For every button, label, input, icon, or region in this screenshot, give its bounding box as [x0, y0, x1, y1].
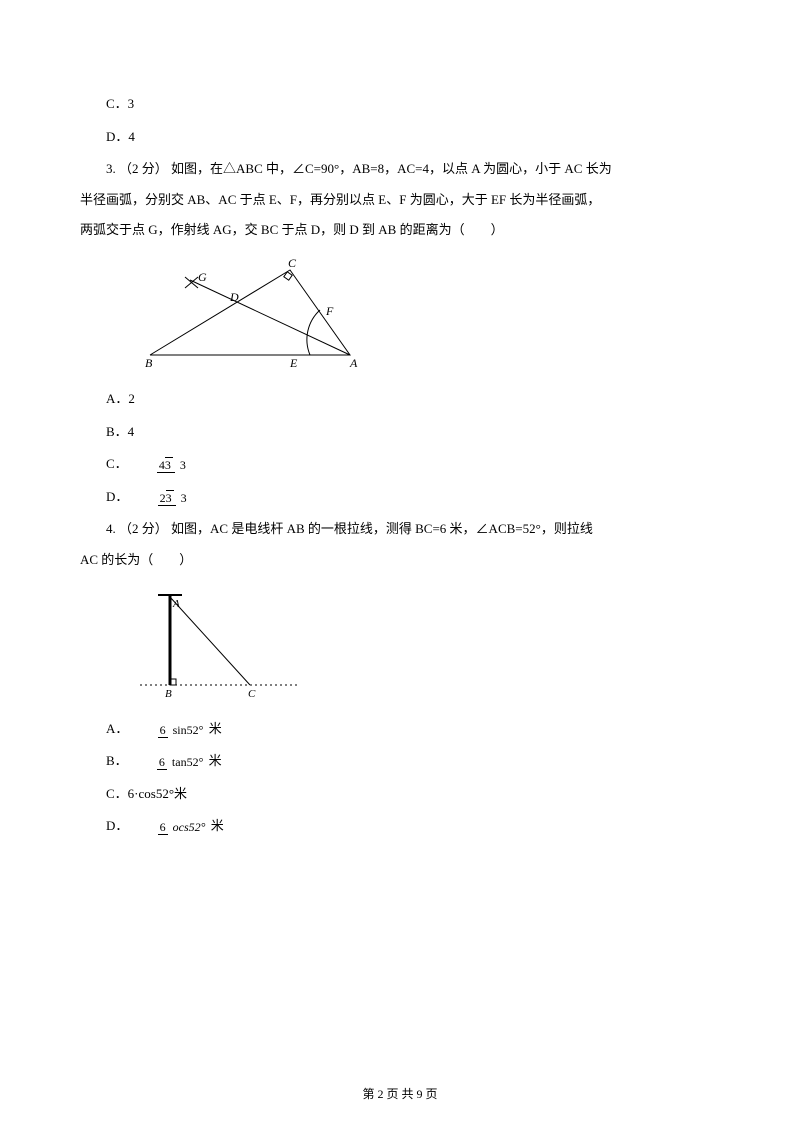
q4-label-b: B [165, 688, 172, 700]
q3-label-c: C [288, 256, 297, 270]
q4-b-den: tan52° [170, 755, 205, 769]
q3-line3: 两弧交于点 G，作射线 AG，交 BC 于点 D，则 D 到 AB 的距离为（ … [80, 216, 720, 245]
q4-wire [170, 597, 250, 685]
q4-a-frac: 6 sin52° [132, 724, 206, 736]
footer-page: 2 [377, 1087, 383, 1101]
q4-d-unit: 米 [211, 818, 224, 833]
q3-triangle [150, 270, 350, 355]
q3-c-frac: 43 3 [131, 459, 188, 471]
q4-points: （2 分） [119, 521, 168, 536]
q3-d-num: 23 [158, 491, 176, 506]
q4-line2: AC 的长为（ ） [80, 546, 720, 575]
q4-figure: A B C [140, 585, 720, 705]
q3-option-d: D． 23 3 [80, 483, 720, 512]
q4-d-num: 6 [158, 820, 168, 835]
q4-label-c: C [248, 688, 256, 700]
q4-svg: A B C [140, 585, 300, 705]
q4-line1: 4. （2 分） 如图，AC 是电线杆 AB 的一根拉线，测得 BC=6 米，∠… [80, 515, 720, 544]
q3-c-prefix: C． [106, 456, 128, 471]
q3-label-g: G [198, 270, 207, 284]
q3-label-b: B [145, 356, 153, 370]
q4-b-frac: 6 tan52° [131, 756, 205, 768]
q3-number: 3. [106, 161, 116, 176]
q3-option-c: C． 43 3 [80, 450, 720, 479]
prev-option-d: D．4 [80, 123, 720, 152]
q4-text1: 如图，AC 是电线杆 AB 的一根拉线，测得 BC=6 米，∠ACB=52°，则… [171, 521, 593, 536]
q3-d-prefix: D． [106, 489, 128, 504]
q3-line2: 半径画弧，分别交 AB、AC 于点 E、F，再分别以点 E、F 为圆心，大于 E… [80, 186, 720, 215]
q4-d-frac: 6 ocs52° [132, 821, 208, 833]
q3-c-den: 3 [178, 458, 188, 472]
q3-c-num: 43 [157, 458, 175, 473]
q3-points: （2 分） [119, 161, 168, 176]
q3-label-f: F [325, 304, 334, 318]
footer-prefix: 第 [362, 1087, 374, 1101]
q4-b-num: 6 [157, 755, 167, 770]
page-content: C．3 D．4 3. （2 分） 如图，在△ABC 中，∠C=90°，AB=8，… [0, 0, 800, 885]
q3-option-a: A．2 [80, 385, 720, 414]
q4-d-prefix: D． [106, 818, 128, 833]
footer-mid: 页 共 [386, 1087, 413, 1101]
q3-label-d: D [229, 290, 239, 304]
q4-a-num: 6 [158, 723, 168, 738]
prev-option-c: C．3 [80, 90, 720, 119]
q4-b-prefix: B． [106, 753, 128, 768]
q4-label-a: A [172, 598, 180, 610]
q4-option-a: A． 6 sin52° 米 [80, 715, 720, 744]
q3-d-frac: 23 3 [132, 492, 189, 504]
q3-label-a: A [349, 356, 358, 370]
q4-a-den: sin52° [171, 723, 206, 737]
q3-d-den: 3 [179, 491, 189, 505]
q3-text1: 如图，在△ABC 中，∠C=90°，AB=8，AC=4，以点 A 为圆心，小于 … [171, 161, 612, 176]
q4-option-c: C．6·cos52°米 [80, 780, 720, 809]
q4-d-den: ocs52° [171, 820, 208, 834]
q4-a-unit: 米 [209, 721, 222, 736]
q4-a-prefix: A． [106, 721, 128, 736]
q4-number: 4. [106, 521, 116, 536]
q3-figure: B E A C D G F [140, 255, 720, 375]
q4-option-d: D． 6 ocs52° 米 [80, 812, 720, 841]
page-footer: 第 2 页 共 9 页 [0, 1085, 800, 1102]
q3-option-b: B．4 [80, 418, 720, 447]
q3-label-e: E [289, 356, 298, 370]
q3-svg: B E A C D G F [140, 255, 370, 375]
q4-b-unit: 米 [209, 753, 222, 768]
q4-option-b: B． 6 tan52° 米 [80, 747, 720, 776]
q3-arc-a [307, 310, 320, 355]
footer-total: 9 [417, 1087, 423, 1101]
q3-line1: 3. （2 分） 如图，在△ABC 中，∠C=90°，AB=8，AC=4，以点 … [80, 155, 720, 184]
footer-suffix: 页 [426, 1087, 438, 1101]
